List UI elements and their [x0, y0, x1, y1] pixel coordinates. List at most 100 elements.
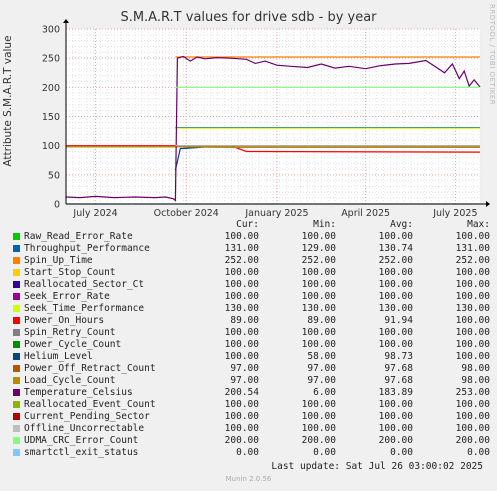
legend-row: Temperature_Celsius 200.54 6.00 183.89 253.0…	[10, 387, 490, 399]
legend-avg: 252.00	[378, 255, 413, 266]
legend-avg: 130.74	[378, 243, 413, 254]
legend-max: 100.00	[455, 279, 490, 290]
legend-name: Offline_Uncorrectable	[24, 423, 145, 434]
y-tick-label: 100	[42, 141, 60, 152]
legend-cur: 252.00	[224, 255, 259, 266]
legend-cur: 200.00	[224, 435, 259, 446]
legend-min: 130.00	[301, 303, 336, 314]
legend-swatch	[13, 233, 20, 240]
legend-name: Spin_Retry_Count	[24, 327, 116, 338]
legend-row: Raw_Read_Error_Rate 100.00 100.00 100.00 100…	[10, 231, 490, 243]
legend-min: 89.00	[307, 315, 336, 326]
legend-avg: 97.68	[384, 363, 413, 374]
legend-name: Power_Off_Retract_Count	[24, 363, 156, 374]
legend-max: 100.00	[455, 423, 490, 434]
legend-name: Temperature_Celsius	[24, 387, 133, 398]
y-tick-label: 300	[42, 25, 60, 36]
legend-avg: 100.00	[378, 423, 413, 434]
legend-cur: 130.00	[224, 303, 259, 314]
legend-max: 98.00	[461, 363, 490, 374]
legend-cur: 89.00	[230, 315, 259, 326]
munin-version: Munin 2.0.56	[225, 475, 272, 483]
legend-max: 100.00	[455, 315, 490, 326]
legend-cur: 100.00	[224, 351, 259, 362]
legend-swatch	[13, 365, 20, 372]
y-tick-label: 50	[48, 170, 60, 181]
legend-min: 100.00	[301, 291, 336, 302]
legend-name: Reallocated_Sector_Ct	[24, 279, 145, 290]
legend-row: Offline_Uncorrectable 100.00 100.00 100.00 1…	[10, 423, 490, 435]
legend-name: Load_Cycle_Count	[24, 375, 116, 386]
legend-avg: 100.00	[378, 231, 413, 242]
legend-cur: 100.00	[224, 327, 259, 338]
legend-row: Seek_Error_Rate 100.00 100.00 100.00 100.00	[10, 291, 490, 303]
legend-max: 100.00	[455, 411, 490, 422]
legend-name: smartctl_exit_status	[24, 447, 139, 458]
legend-avg: 91.94	[384, 315, 413, 326]
legend-name: Seek_Time_Performance	[24, 303, 145, 314]
legend-row: Spin_Up_Time 252.00 252.00 252.00 252.00	[10, 255, 490, 267]
legend-cur: 100.00	[224, 411, 259, 422]
legend-name: Start_Stop_Count	[24, 267, 116, 278]
legend-min: 129.00	[301, 243, 336, 254]
legend-swatch	[13, 449, 20, 456]
legend-cur: 100.00	[224, 291, 259, 302]
legend-cur: 100.00	[224, 399, 259, 410]
legend-avg: 100.00	[378, 339, 413, 350]
x-tick-label: July 2024	[72, 208, 117, 219]
legend-name: Spin_Up_Time	[24, 255, 93, 266]
legend-avg: 200.00	[378, 435, 413, 446]
y-ticks: 0 50 100 150 200 250 300	[42, 25, 60, 211]
x-tick-label: January 2025	[244, 208, 308, 219]
legend-cur: 131.00	[224, 243, 259, 254]
legend-rows: Raw_Read_Error_Rate 100.00 100.00 100.00 100…	[10, 231, 490, 459]
y-tick-label: 0	[54, 200, 60, 211]
legend-min: 100.00	[301, 423, 336, 434]
last-update: Last update: Sat Jul 26 03:00:02 2025	[271, 461, 483, 472]
legend-max: 100.00	[455, 339, 490, 350]
legend-cur: 100.00	[224, 423, 259, 434]
legend-header-avg: Avg:	[390, 219, 413, 230]
legend-min: 100.00	[301, 399, 336, 410]
x-ticks: July 2024 October 2024 January 2025 April 2…	[72, 208, 477, 219]
legend-header-max: Max:	[467, 219, 490, 230]
legend-min: 97.00	[307, 375, 336, 386]
legend-cur: 0.00	[236, 447, 259, 458]
legend-row: Spin_Retry_Count 100.00 100.00 100.00 100.00	[10, 327, 490, 339]
legend-swatch	[13, 413, 20, 420]
legend-max: 100.00	[455, 291, 490, 302]
legend-name: Power_Cycle_Count	[24, 339, 122, 350]
legend-swatch	[13, 377, 20, 384]
legend-row: Power_Cycle_Count 100.00 100.00 100.00 100.0…	[10, 339, 490, 351]
x-tick-label: April 2025	[341, 208, 390, 219]
legend-max: 252.00	[455, 255, 490, 266]
x-axis-arrow	[486, 201, 490, 207]
y-tick-label: 200	[42, 83, 60, 94]
legend-cur: 100.00	[224, 231, 259, 242]
legend-swatch	[13, 281, 20, 288]
rrdtool-credit: RRDTOOL / TOBI OETIKER	[488, 4, 496, 106]
legend-swatch	[13, 245, 20, 252]
legend-row: Helium_Level 100.00 58.00 98.73 100.00	[10, 351, 490, 363]
legend-min: 100.00	[301, 411, 336, 422]
legend-avg: 98.73	[384, 351, 413, 362]
axes	[63, 19, 490, 207]
legend-avg: 100.00	[378, 291, 413, 302]
legend-avg: 100.00	[378, 279, 413, 290]
legend-header-min: Min:	[313, 219, 336, 230]
legend-swatch	[13, 437, 20, 444]
x-tick-label: July 2025	[432, 208, 477, 219]
legend-max: 100.00	[455, 231, 490, 242]
legend-min: 100.00	[301, 339, 336, 350]
legend-row: Reallocated_Sector_Ct 100.00 100.00 100.00 1…	[10, 279, 490, 291]
legend-min: 100.00	[301, 231, 336, 242]
series-line	[66, 146, 480, 148]
legend-swatch	[13, 293, 20, 300]
y-tick-label: 150	[42, 112, 60, 123]
legend-cur: 100.00	[224, 339, 259, 350]
legend-row: UDMA_CRC_Error_Count 200.00 200.00 200.00 20…	[10, 435, 490, 447]
legend-max: 100.00	[455, 327, 490, 338]
legend-name: Reallocated_Event_Count	[24, 399, 156, 410]
legend-name: UDMA_CRC_Error_Count	[24, 435, 139, 446]
legend-min: 100.00	[301, 327, 336, 338]
